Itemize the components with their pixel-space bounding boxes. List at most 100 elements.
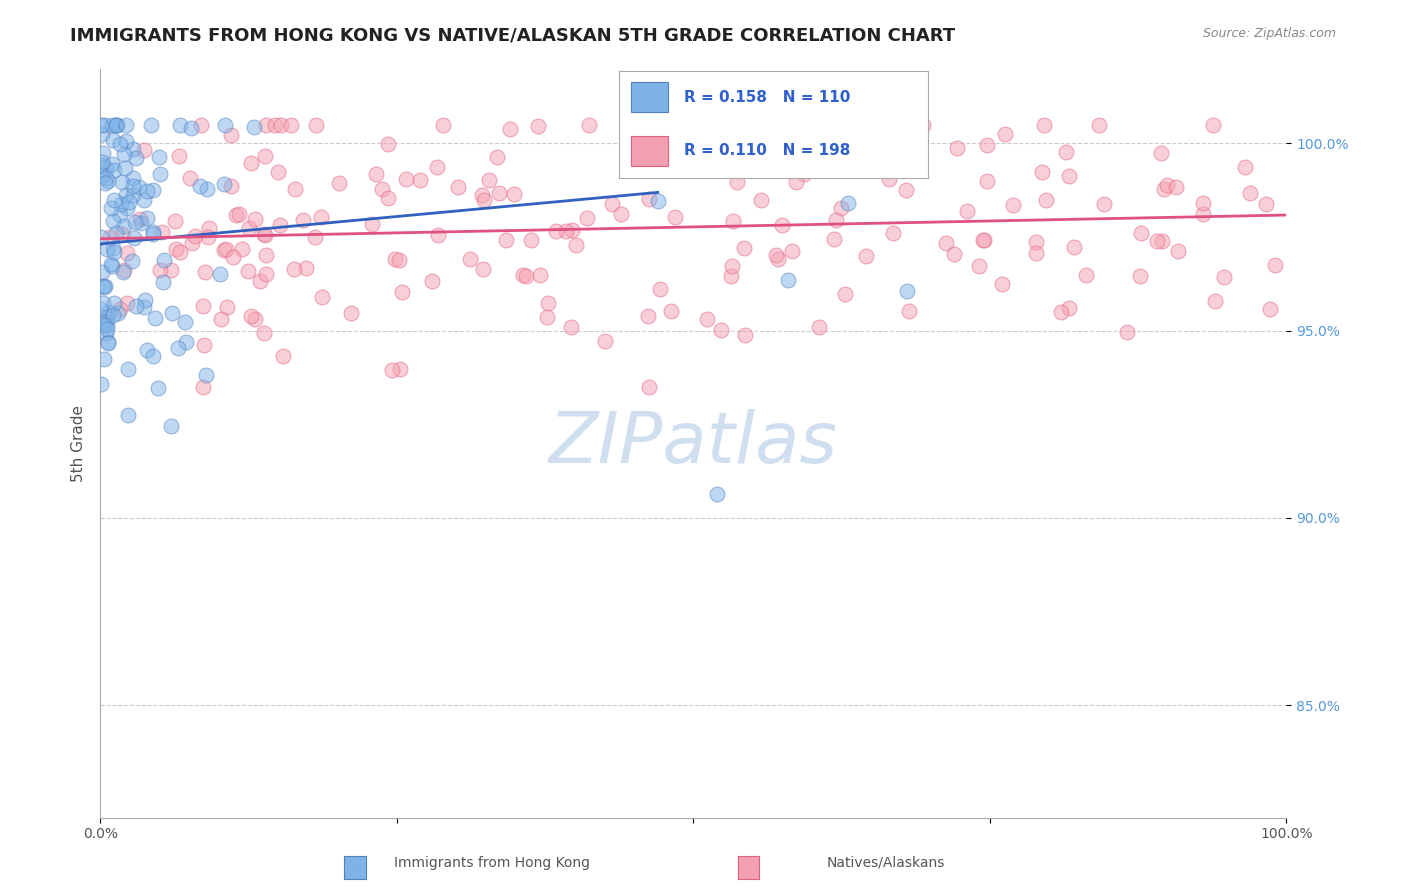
Point xyxy=(100,201,122,215)
Point xyxy=(946,140,969,154)
Point xyxy=(160,306,183,320)
Point xyxy=(110,302,132,317)
Point xyxy=(537,296,560,310)
Point xyxy=(254,247,277,261)
Point xyxy=(503,187,526,202)
Text: Source: ZipAtlas.com: Source: ZipAtlas.com xyxy=(1202,27,1336,40)
Point xyxy=(897,304,920,318)
Point xyxy=(813,148,835,162)
Point xyxy=(101,214,124,228)
Point xyxy=(1035,193,1057,207)
Point xyxy=(169,118,191,132)
Point xyxy=(254,267,277,281)
Point xyxy=(174,335,197,350)
Point xyxy=(638,192,661,206)
Text: Natives/Alaskans: Natives/Alaskans xyxy=(827,855,945,870)
Point xyxy=(132,193,155,207)
Point xyxy=(1063,240,1085,254)
Point xyxy=(128,179,150,194)
Point xyxy=(96,161,118,175)
Point xyxy=(115,118,138,132)
Point xyxy=(103,133,125,147)
Point xyxy=(132,300,155,314)
Point xyxy=(240,155,263,169)
Point xyxy=(823,232,845,246)
Point xyxy=(1192,195,1215,210)
Point xyxy=(1031,165,1053,179)
Point xyxy=(91,127,114,141)
Point xyxy=(1146,234,1168,248)
Point xyxy=(90,158,112,172)
Point xyxy=(1057,169,1080,183)
Point xyxy=(1264,258,1286,272)
Point xyxy=(101,118,124,132)
Point xyxy=(209,312,232,326)
Point xyxy=(117,295,139,310)
Point xyxy=(93,315,115,329)
Point xyxy=(560,319,582,334)
Point xyxy=(124,215,146,229)
Point xyxy=(103,193,125,207)
Point xyxy=(93,176,115,190)
Point xyxy=(648,282,671,296)
Point xyxy=(976,138,998,153)
Point xyxy=(721,259,744,273)
Point xyxy=(173,315,195,329)
Point xyxy=(91,279,114,293)
Point xyxy=(91,314,114,328)
Point xyxy=(778,273,800,287)
Point xyxy=(132,143,155,157)
Point xyxy=(620,118,643,132)
Point xyxy=(1001,198,1024,212)
Point xyxy=(136,343,159,357)
Point xyxy=(692,147,714,161)
Point xyxy=(725,175,748,189)
Point xyxy=(1233,160,1256,174)
Point xyxy=(111,175,134,189)
Point xyxy=(381,363,404,377)
Point xyxy=(214,118,236,132)
Point xyxy=(733,241,755,255)
Point xyxy=(458,252,481,267)
Point xyxy=(122,231,145,245)
Point xyxy=(184,228,207,243)
Point xyxy=(90,265,112,279)
Point xyxy=(152,276,174,290)
Point xyxy=(1074,268,1097,282)
Point xyxy=(125,151,148,165)
Point xyxy=(1167,244,1189,258)
Point xyxy=(304,230,326,244)
Point xyxy=(96,318,118,332)
Point xyxy=(447,180,470,194)
Point xyxy=(849,119,872,133)
Point xyxy=(284,182,307,196)
Point xyxy=(1059,301,1081,316)
Point xyxy=(117,245,139,260)
Point xyxy=(1025,235,1047,250)
Point xyxy=(93,279,115,293)
Point xyxy=(681,139,703,153)
Point xyxy=(766,145,789,159)
Bar xyxy=(631,136,668,166)
Point xyxy=(146,381,169,395)
Point xyxy=(100,256,122,270)
Point xyxy=(364,167,387,181)
Point xyxy=(165,242,187,256)
Point xyxy=(245,312,267,326)
Point xyxy=(254,227,277,242)
Point xyxy=(249,274,271,288)
Point xyxy=(167,149,190,163)
Point xyxy=(664,211,686,225)
Point xyxy=(94,318,117,332)
Point xyxy=(1213,269,1236,284)
Point xyxy=(110,208,132,222)
Point xyxy=(391,285,413,299)
Point xyxy=(706,487,728,501)
Point xyxy=(98,230,121,244)
Point xyxy=(637,309,659,323)
Point xyxy=(212,243,235,257)
Point xyxy=(1025,245,1047,260)
Point xyxy=(135,211,157,226)
Point xyxy=(209,267,232,281)
Point xyxy=(1202,118,1225,132)
